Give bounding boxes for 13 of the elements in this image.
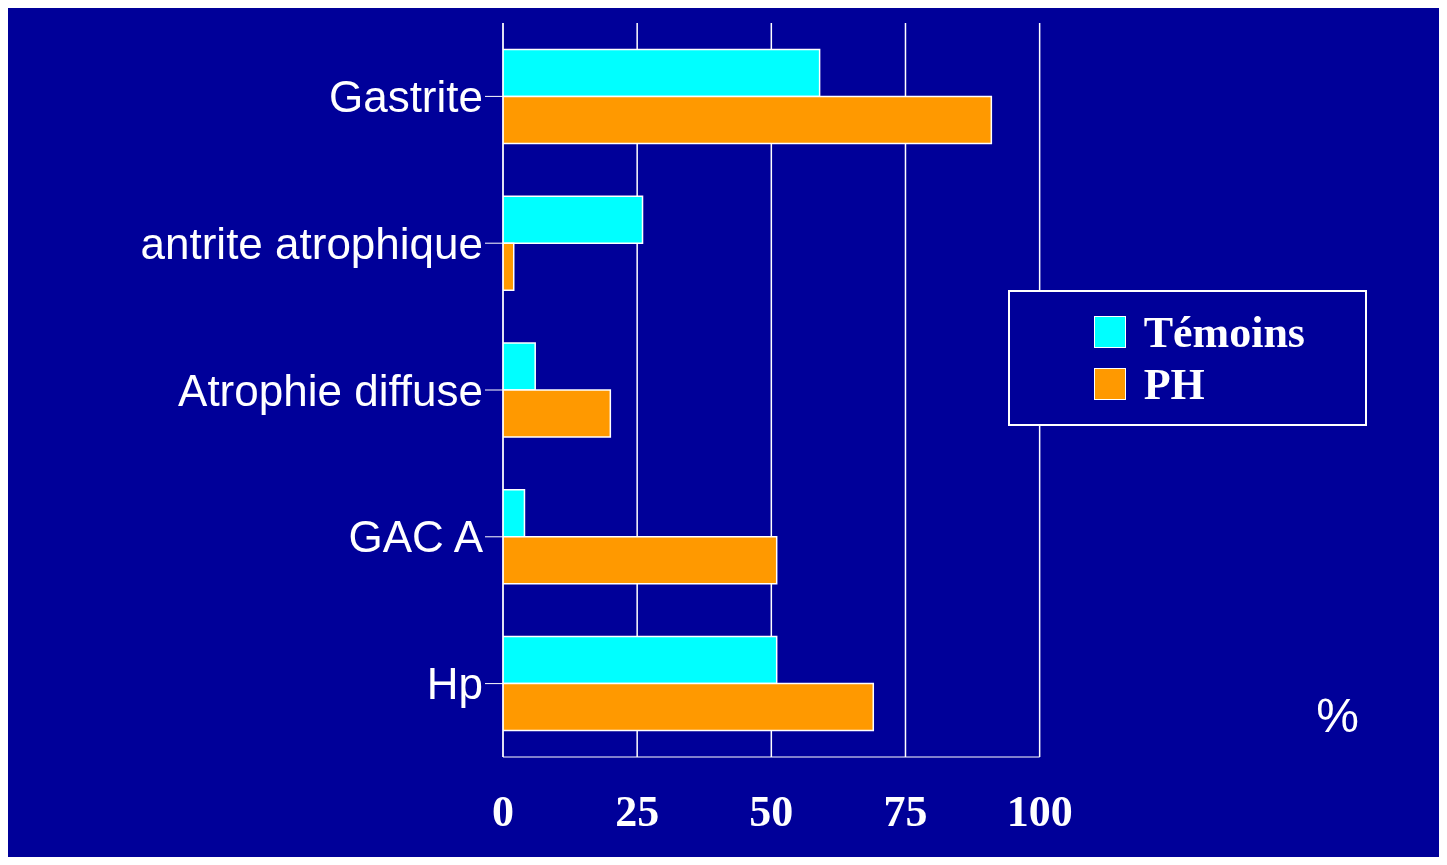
x-tick-label: 75 bbox=[883, 787, 928, 837]
legend-label: PH bbox=[1143, 358, 1205, 410]
x-tick-label: 0 bbox=[492, 787, 514, 837]
y-tick-label: Gastrite bbox=[328, 72, 483, 122]
y-tick-label: GAC A bbox=[348, 512, 484, 562]
x-tick-label: 50 bbox=[749, 787, 794, 837]
y-tick-label: Atrophie diffuse bbox=[178, 365, 483, 415]
y-tick-label: Hp bbox=[426, 659, 483, 709]
legend-label: Témoins bbox=[1143, 306, 1305, 358]
y-tick-label: antrite atrophique bbox=[140, 218, 483, 268]
x-tick-label: 25 bbox=[615, 787, 660, 837]
x-tick-label: 100 bbox=[1006, 787, 1073, 837]
text: % bbox=[1316, 688, 1359, 743]
